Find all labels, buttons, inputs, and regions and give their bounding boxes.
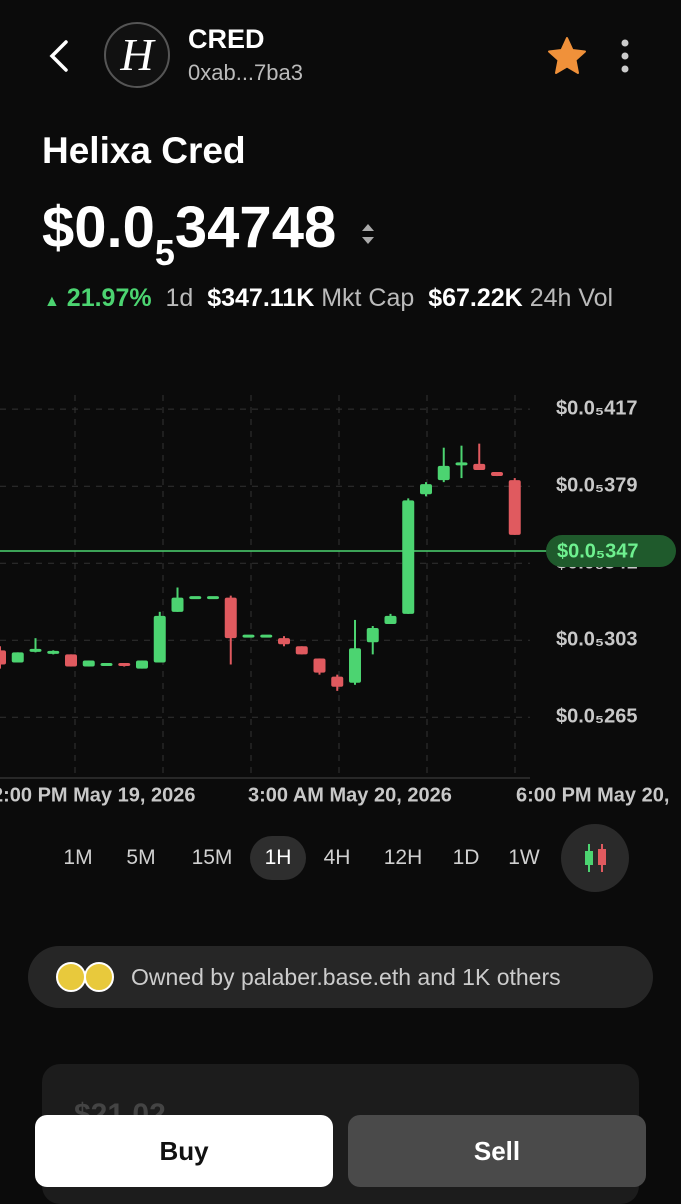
- timeframe-option[interactable]: 5M: [126, 846, 156, 869]
- change: 21.97%: [66, 284, 152, 312]
- token-logo: H: [104, 22, 170, 88]
- favorite-star[interactable]: [546, 36, 588, 76]
- candle-body: [189, 596, 202, 600]
- candle-body: [278, 638, 290, 645]
- timeframe-option[interactable]: 1W: [508, 846, 540, 869]
- stats-row: ▲ 21.97% 1d $347.11K Mkt Cap $67.22K 24h…: [44, 284, 614, 312]
- y-tick-label: $0.0₅265: [556, 705, 637, 727]
- candle-body: [295, 646, 308, 655]
- volume: $67.22K: [428, 284, 523, 312]
- x-tick-label: 3:00 AM May 20, 2026: [248, 784, 452, 806]
- market-cap: $347.11K: [207, 284, 315, 312]
- more-menu[interactable]: [616, 38, 634, 74]
- candle-body: [313, 658, 326, 673]
- token-address: 0xab...7ba3: [188, 60, 303, 85]
- current-price-badge: [546, 535, 676, 568]
- candle-body: [508, 480, 521, 535]
- candle-body: [118, 663, 131, 667]
- market-cap-label: Mkt Cap: [321, 284, 415, 312]
- candle-body: [82, 660, 95, 667]
- candle-body: [207, 596, 219, 600]
- sell-button[interactable]: Sell: [348, 1115, 646, 1187]
- candle-body: [100, 663, 113, 667]
- timeframe-option[interactable]: 15M: [191, 846, 233, 869]
- y-tick-label: $0.0₅379: [556, 474, 637, 496]
- buy-button[interactable]: Buy: [35, 1115, 333, 1187]
- candle-body: [473, 463, 486, 470]
- candle-body: [242, 634, 255, 638]
- owners-pill[interactable]: Owned by palaber.base.eth and 1K others: [28, 946, 653, 1008]
- candle-body: [153, 615, 166, 663]
- token-price: $0.0534748: [42, 194, 376, 273]
- token-name: Helixa Cred: [42, 130, 246, 171]
- candle-body: [331, 676, 344, 687]
- price-zeros: 5: [154, 232, 175, 273]
- token-symbol: CRED: [188, 24, 265, 54]
- owners-text: Owned by palaber.base.eth and 1K others: [131, 964, 561, 990]
- candle-body: [384, 615, 397, 624]
- candle-body: [402, 500, 415, 614]
- y-tick-label: $0.0₅303: [556, 628, 637, 650]
- chart-type-button[interactable]: [561, 824, 629, 892]
- timeframe-option[interactable]: 4H: [323, 846, 351, 869]
- timeframe-option[interactable]: 12H: [383, 846, 423, 869]
- x-tick-label: 6:00 PM May 20,: [516, 784, 669, 806]
- candle-body: [349, 648, 361, 683]
- candle-body: [29, 648, 42, 652]
- price-prefix: $0.0: [42, 195, 155, 260]
- candle-body: [420, 484, 432, 495]
- timeframe-option[interactable]: 1H: [250, 836, 306, 880]
- candle-body: [171, 597, 184, 612]
- candle-body: [366, 628, 379, 643]
- candle-body: [260, 634, 273, 638]
- price-digits: 34748: [174, 195, 337, 260]
- back-button[interactable]: [44, 38, 74, 74]
- candle-body: [65, 654, 77, 667]
- timeframe-option[interactable]: 1D: [452, 846, 480, 869]
- candle-body: [0, 650, 6, 665]
- candle-body: [136, 660, 148, 669]
- candle-body: [224, 597, 237, 639]
- candle-body: [455, 462, 468, 466]
- current-price-label: $0.0₅347: [557, 540, 638, 562]
- volume-label: 24h Vol: [529, 284, 614, 312]
- price-toggle[interactable]: [360, 221, 376, 247]
- candle-body: [47, 650, 60, 654]
- period: 1d: [165, 284, 194, 312]
- y-tick-label: $0.0₅417: [556, 397, 637, 419]
- candle-body: [437, 465, 450, 481]
- candle-body: [491, 472, 503, 477]
- candle-body: [11, 652, 24, 663]
- x-tick-label: 2:00 PM May 19, 2026: [0, 784, 195, 806]
- timeframe-option[interactable]: 1M: [63, 846, 93, 869]
